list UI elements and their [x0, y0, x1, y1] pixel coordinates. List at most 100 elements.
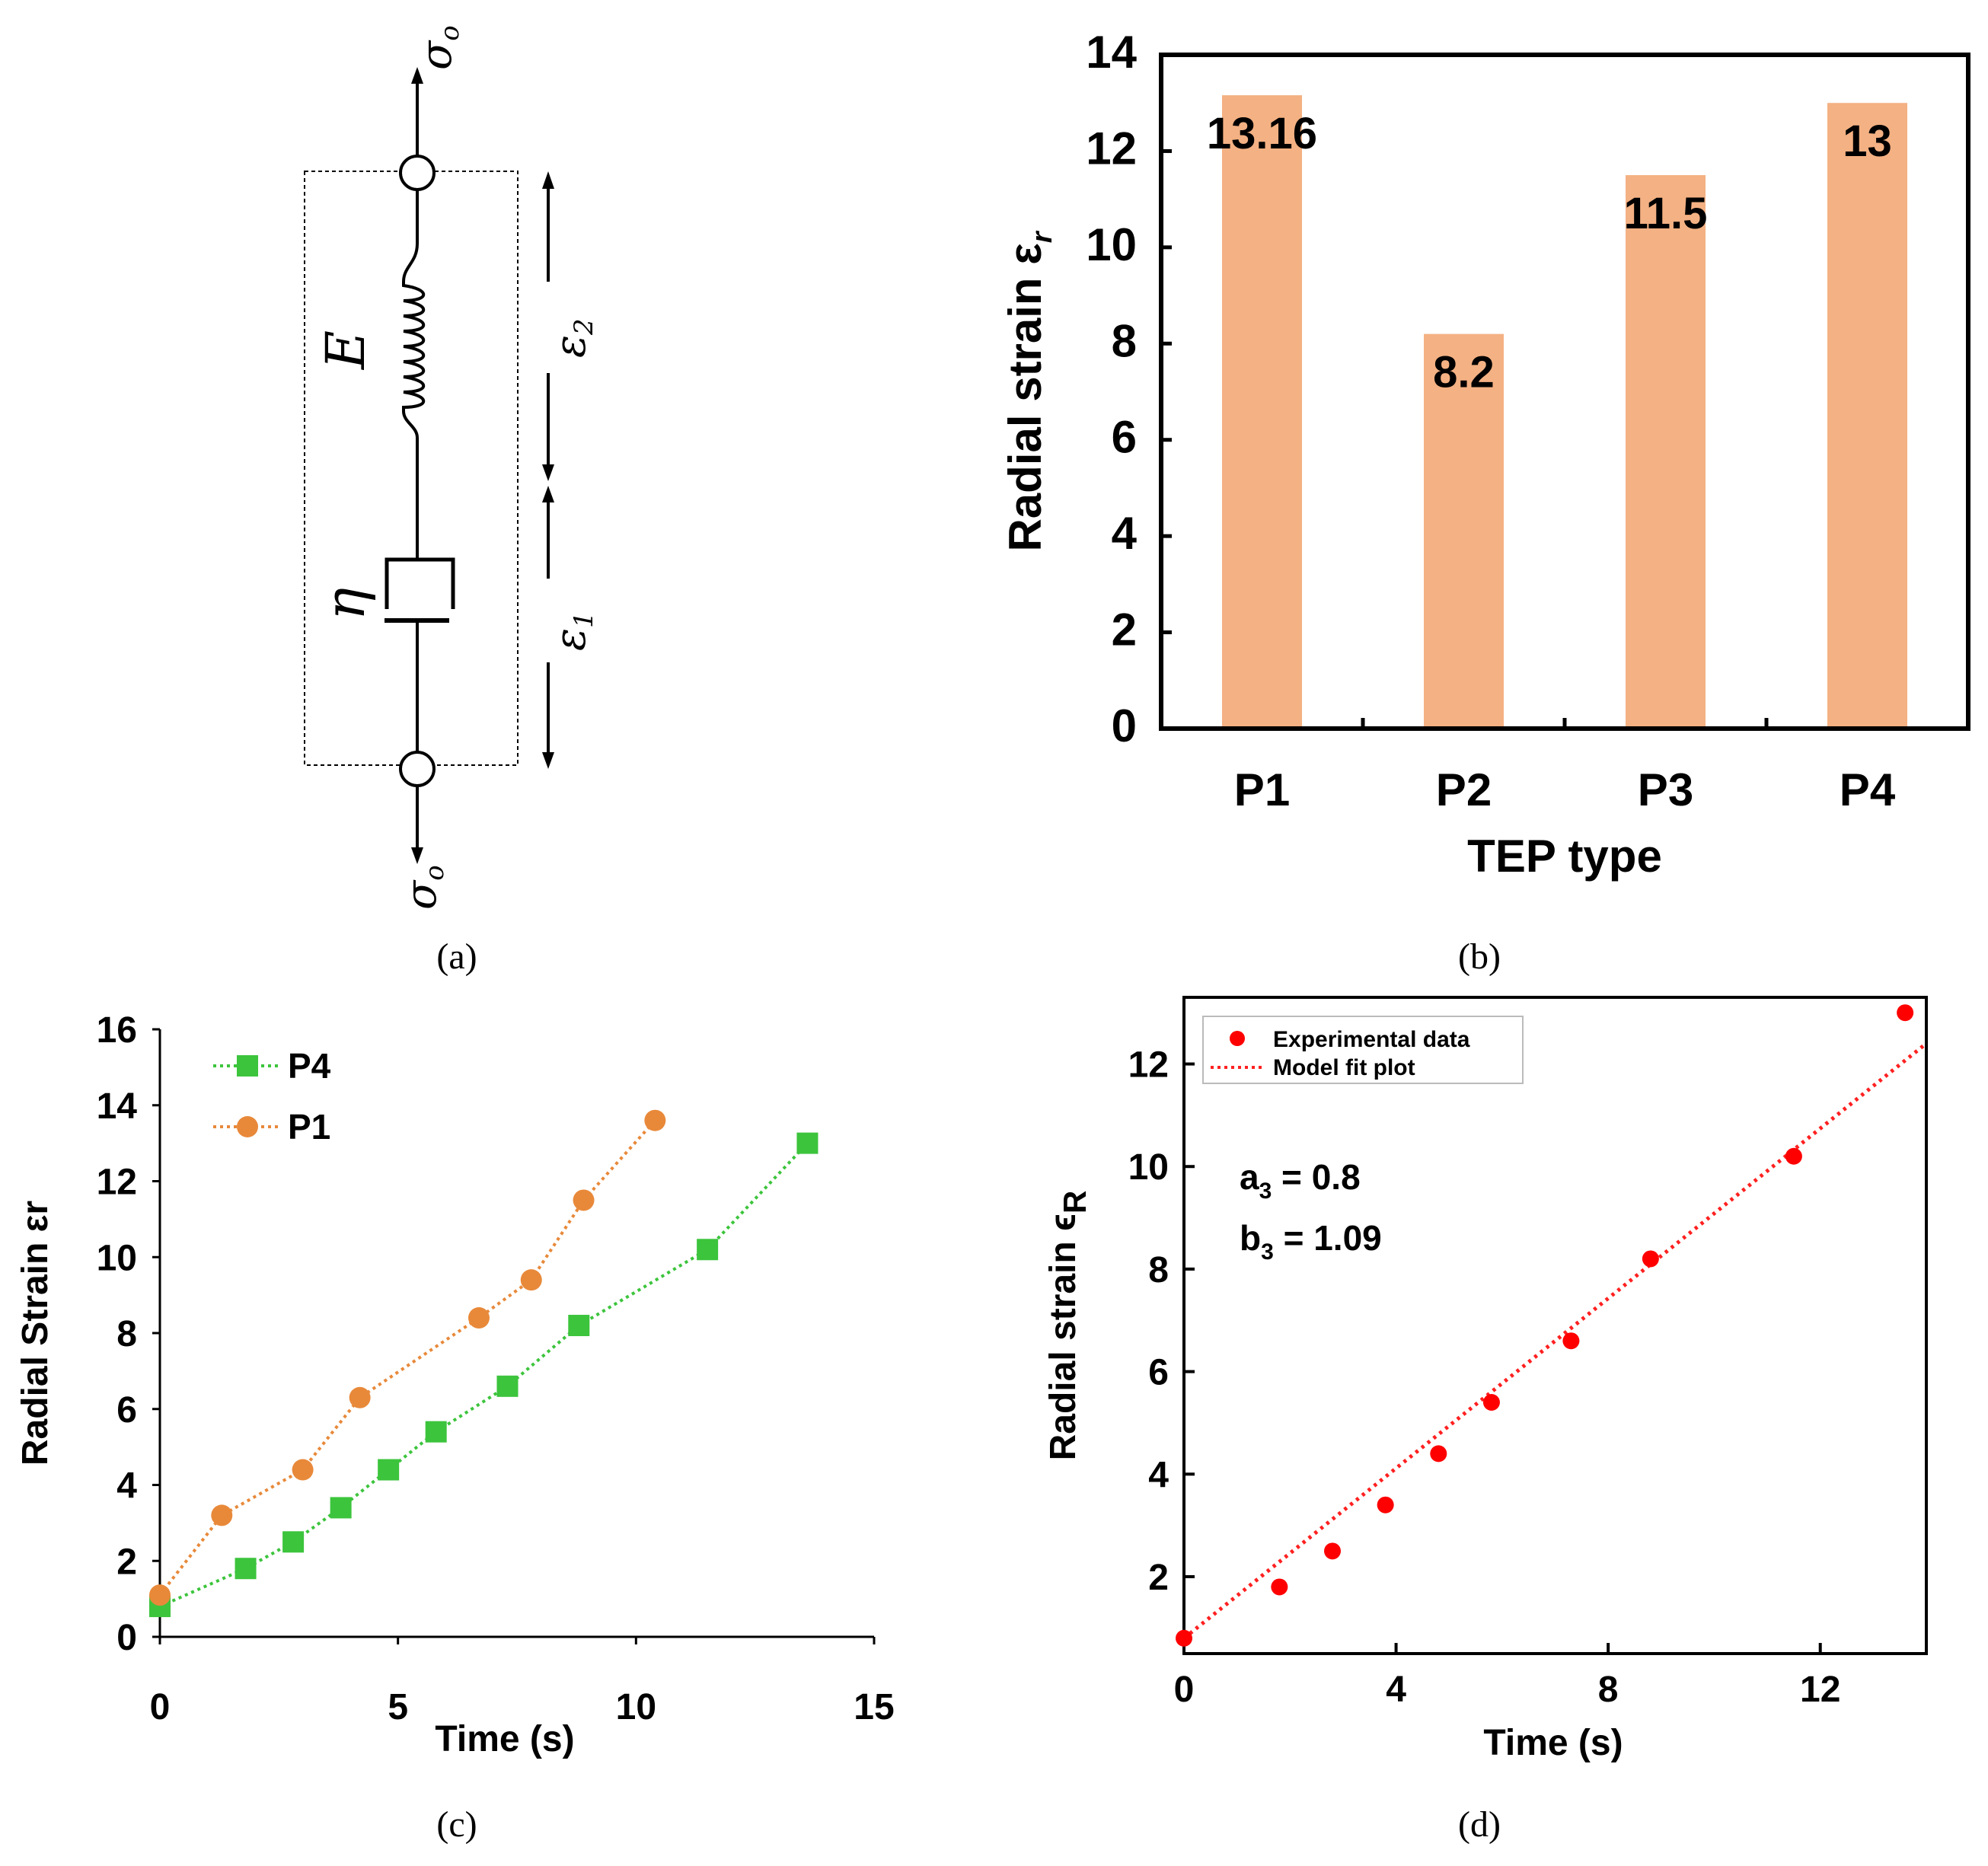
annotation-a3: a3 = 0.8: [1240, 1157, 1361, 1204]
x-tick-label-P4: P4: [1840, 764, 1896, 815]
point-P4: [796, 1132, 818, 1154]
y-axis-label-sub: r: [1026, 230, 1058, 243]
point-P1: [573, 1189, 595, 1211]
x-tick-label: 8: [1598, 1670, 1619, 1710]
bar-label-P2: 8.2: [1433, 348, 1495, 397]
point-P4: [425, 1421, 447, 1443]
y-tick-label: 0: [116, 1618, 137, 1658]
point-P1: [292, 1459, 314, 1481]
point-P4: [697, 1239, 719, 1261]
y-tick-label: 10: [1128, 1147, 1169, 1188]
y-tick-label: 10: [1086, 219, 1137, 270]
bottom-arrowhead: [411, 847, 423, 864]
x-tick-label: 12: [1800, 1670, 1840, 1710]
eps2-arrowhead-bottom: [542, 464, 554, 481]
legend-label-fit: Model fit plot: [1273, 1055, 1415, 1080]
spring: [402, 190, 426, 556]
legend-label-experimental: Experimental data: [1273, 1027, 1470, 1052]
point-P1: [644, 1109, 666, 1131]
spring-label-E: E: [314, 330, 377, 371]
eps1-arrowhead-bottom: [542, 752, 554, 769]
series-line-P4: [159, 1142, 809, 1608]
x-tick-label: 15: [854, 1687, 894, 1727]
x-tick-label-P3: P3: [1638, 764, 1693, 815]
sigma-bottom-label: σo: [397, 865, 450, 910]
y-tick-label: 2: [116, 1542, 137, 1582]
eps2-arrowhead-top: [542, 171, 554, 189]
chart-c: 0 2 4 6 8 10 12 14 16 0 5 10 15 Time (s) Radial Strain…: [15, 1010, 895, 1759]
experimental-point: [1482, 1394, 1500, 1411]
y-tick-label: 12: [1128, 1045, 1169, 1086]
y-tick-label: 8: [1112, 315, 1137, 366]
caption-a: (a): [436, 936, 477, 977]
x-axis-label: Time (s): [1483, 1723, 1623, 1763]
point-P4: [282, 1531, 305, 1553]
panel-a-diagram: σo σo E η ε2 ε1: [304, 25, 599, 910]
series-line-P1: [158, 1119, 656, 1596]
y-axis-label-main: Radial strain ϵ: [1043, 1214, 1083, 1460]
bar-label-P1: 13.16: [1207, 109, 1317, 158]
y-tick-label: 14: [1086, 27, 1137, 78]
y-tick-label: 14: [97, 1086, 138, 1127]
y-tick-label: 8: [116, 1314, 137, 1354]
x-tick-label: 10: [616, 1687, 656, 1727]
point-P4: [235, 1558, 257, 1580]
point-P4: [378, 1459, 400, 1481]
y-axis-label: Radial strain ϵR: [1043, 1191, 1093, 1461]
plot-frame: [1182, 996, 1928, 1655]
caption-d: (d): [1458, 1804, 1501, 1845]
y-tick-label: 2: [1148, 1558, 1169, 1598]
top-arrowhead: [411, 67, 423, 84]
bar-label-P3: 11.5: [1624, 189, 1708, 238]
point-P4: [330, 1497, 352, 1519]
x-tick-label-P1: P1: [1234, 764, 1290, 815]
bar-P2: [1424, 333, 1504, 729]
legend-marker-P1: [237, 1116, 258, 1137]
experimental-point: [1562, 1332, 1580, 1350]
sigma-top-label: σo: [412, 25, 465, 70]
dashpot-cylinder: [385, 557, 455, 609]
experimental-point: [1642, 1250, 1659, 1268]
legend-marker-experimental: [1230, 1031, 1245, 1046]
point-P1: [211, 1504, 233, 1526]
caption-b: (b): [1458, 936, 1501, 977]
y-axis-label-sub: R: [1057, 1191, 1093, 1214]
y-axis-label: Radial strain εr: [1000, 230, 1058, 551]
plot-frame: [1159, 53, 1970, 731]
experimental-point: [1176, 1629, 1192, 1647]
y-axis-label: Radial Strain εr: [15, 1201, 56, 1466]
caption-c: (c): [436, 1804, 477, 1845]
x-tick-label: 5: [388, 1687, 408, 1727]
experimental-point: [1430, 1445, 1447, 1462]
experimental-point: [1897, 1004, 1914, 1022]
y-tick-label: 10: [97, 1238, 137, 1278]
y-tick-label: 4: [1112, 508, 1138, 559]
y-tick-label: 0: [1112, 700, 1137, 751]
x-tick-label: 0: [150, 1687, 171, 1727]
point-P1: [467, 1307, 490, 1329]
x-tick-label: 4: [1386, 1670, 1406, 1710]
point-P1: [149, 1584, 171, 1606]
bar-P1: [1222, 95, 1302, 729]
legend-marker-P4: [237, 1055, 258, 1077]
annotation-b3: b3 = 1.09: [1240, 1218, 1382, 1265]
bar-P4: [1827, 103, 1907, 729]
experimental-point: [1271, 1578, 1288, 1596]
eps2-label: ε2: [546, 318, 599, 358]
top-node: [399, 155, 436, 191]
eps1-arrowhead-top: [542, 486, 554, 502]
legend-box: [1202, 1016, 1524, 1084]
legend-label-P1: P1: [288, 1107, 330, 1147]
legend-label-P4: P4: [288, 1046, 331, 1086]
bottom-node: [399, 751, 436, 787]
x-tick-label-P2: P2: [1436, 764, 1492, 815]
bar-P3: [1626, 175, 1706, 729]
y-tick-label: 2: [1112, 604, 1137, 655]
chart-b: 13.16 P1 8.2 P2 11.5 P3 13 P4 0 2 4 6 8 10 12 14 TEP typ…: [1000, 27, 1970, 882]
experimental-point: [1324, 1542, 1341, 1560]
dashpot-label-eta: η: [313, 588, 377, 620]
x-axis-label: TEP type: [1467, 831, 1662, 882]
y-tick-label: 16: [97, 1010, 137, 1051]
x-axis-label: Time (s): [435, 1719, 574, 1759]
